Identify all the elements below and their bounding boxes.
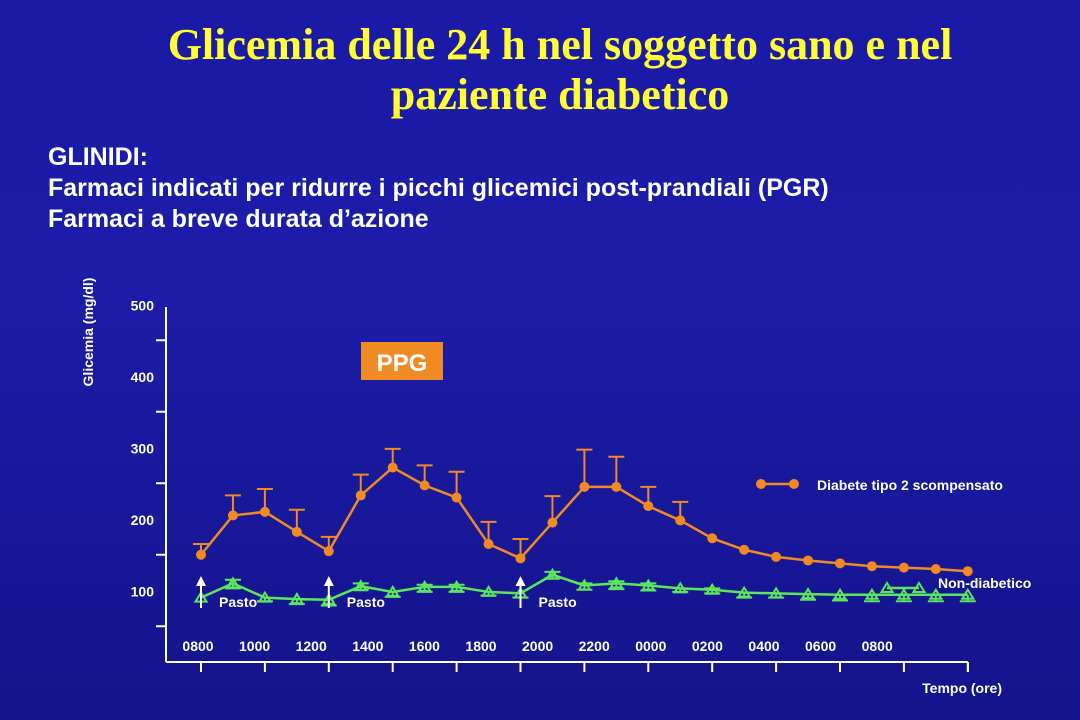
x-tick-label: 0800 [182,638,213,654]
x-tick-label: 0800 [862,638,893,654]
data-point [739,544,750,555]
x-tick-label: 0400 [748,638,779,654]
data-point [577,578,592,591]
legend-label: Diabete tipo 2 scompensato [817,477,1003,493]
x-tick-label: 2000 [522,638,553,654]
meal-label: Pasto [539,594,577,610]
data-point [481,585,496,597]
data-point [196,549,206,560]
x-tick-label: 1000 [239,638,270,654]
data-point [736,585,752,598]
data-point [707,533,718,544]
data-point [866,561,877,572]
data-point [419,480,430,491]
data-point [515,553,526,564]
data-point [962,566,973,577]
data-point [353,579,369,592]
data-point [930,564,941,575]
data-point [449,580,464,592]
x-axis-label: Tempo (ore) [922,680,1002,696]
data-point [547,517,558,528]
data-point [611,481,622,492]
data-point [898,562,909,573]
data-point [225,576,241,589]
slide-title: Glicemia delle 24 h nel soggetto sano e … [80,20,1040,120]
x-tick-label: 1800 [465,638,496,654]
subtitle-line-1: GLINIDI: [48,143,148,171]
x-tick-label: 2200 [579,638,610,654]
data-point [704,582,720,595]
y-axis-label: Glicemia (mg/dl) [80,278,96,387]
subtitle-line-3: Farmaci a breve durata d’azione [48,205,429,233]
x-tick-label: 1200 [296,638,327,654]
meal-label: Pasto [347,594,385,610]
data-point [675,515,686,526]
data-point [545,567,560,580]
data-point [387,462,398,473]
x-tick-label: 0000 [635,638,666,654]
data-point [835,558,845,569]
data-point [355,490,366,501]
y-tick-label: 100 [131,584,155,600]
x-tick-label: 1600 [409,638,440,654]
meal-arrow-head [323,576,334,586]
data-point [771,551,782,562]
meal-arrow-head [515,576,526,586]
subtitle-line-2: Farmaci indicati per ridurre i picchi gl… [48,174,829,202]
slide-title-line-1: Glicemia delle 24 h nel soggetto sano e … [167,20,953,69]
data-point [289,592,305,605]
data-point [257,590,273,603]
data-point [832,587,848,600]
x-tick-label: 0200 [692,638,723,654]
y-tick-label: 500 [131,298,155,314]
data-point [643,501,654,512]
y-tick-label: 200 [131,512,155,528]
slide-subtitle: GLINIDI: Farmaci indicati per ridurre i … [48,142,829,235]
data-point [864,587,880,600]
data-point [641,578,656,591]
data-point [768,586,784,599]
y-tick-label: 300 [131,441,155,457]
legend-label: Non-diabetico [938,575,1031,591]
ppg-annotation-label: PPG [377,350,428,377]
x-tick-label: 0600 [805,638,836,654]
ppg-annotation-box [361,342,443,380]
data-point [896,587,912,600]
data-point [579,481,590,492]
legend-marker [879,581,895,593]
slide-title-line-2: paziente diabetico [390,70,730,119]
y-tick-label: 400 [131,369,155,385]
data-point [803,555,814,566]
meal-arrow-head [196,576,206,586]
data-point [385,585,400,597]
data-point [451,492,462,503]
data-point [800,587,816,600]
legend-marker [789,479,799,489]
data-point [483,539,494,550]
legend-marker [756,479,766,489]
x-tick-label: 1400 [352,638,383,654]
data-point [672,581,688,594]
data-point [960,587,976,600]
data-point [928,587,944,600]
data-point [609,576,624,589]
data-point [291,526,302,537]
data-point [227,510,238,521]
data-point [417,580,432,592]
data-point [323,546,334,557]
data-point [259,506,270,517]
legend-marker [911,581,927,593]
meal-label: Pasto [219,594,257,610]
